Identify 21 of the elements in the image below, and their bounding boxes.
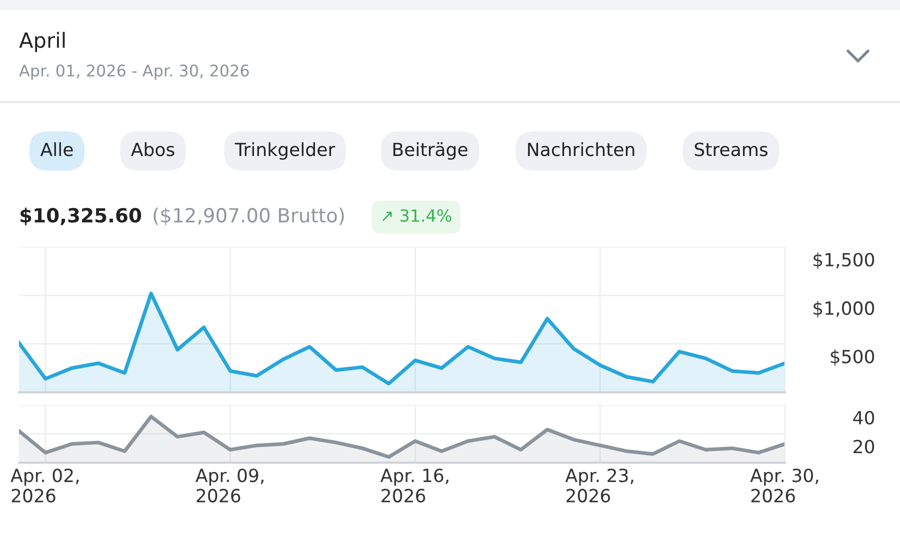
x-tick-label: Apr. 30, 2026 [750, 468, 818, 502]
text: ↗ 31.4% [382, 209, 452, 222]
chart-subtitle: Apr. 01, 2026 - Apr. 30, 2026 [19, 64, 249, 80]
y-tick-label: 20 [854, 440, 874, 454]
text: Abos [131, 142, 174, 156]
x-tick-label: Apr. 16, 2026 [380, 468, 448, 502]
y-tick-label: $1,000 [814, 300, 874, 318]
text: $10,325.60 [20, 208, 142, 226]
y-tick-label: $1,500 [814, 252, 874, 269]
text: Beiträge [393, 142, 468, 160]
x-tick-label: Apr. 02, 2026 [10, 468, 79, 502]
text: Nachrichten [528, 142, 634, 156]
text: ($12,907.00 Brutto) [154, 208, 344, 226]
y-tick-label: $500 [830, 349, 874, 366]
text: Trinkgelder [234, 142, 336, 160]
x-tick-label: Apr. 09, 2026 [196, 468, 264, 502]
text: Alle [40, 142, 73, 156]
x-tick-label: Apr. 23, 2026 [565, 468, 634, 502]
text: Streams [694, 142, 768, 156]
y-tick-label: 40 [853, 410, 874, 425]
chart-title: April [19, 32, 65, 52]
